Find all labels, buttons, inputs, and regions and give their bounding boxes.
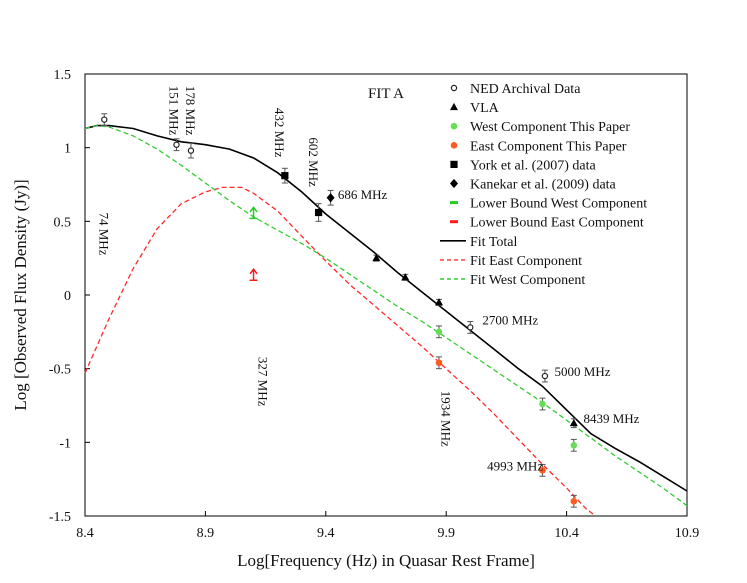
point-east-component-this-paper	[539, 467, 546, 474]
legend-symbol-vla	[450, 102, 458, 111]
legend-label: Fit West Component	[470, 273, 585, 288]
point-vla	[434, 298, 443, 306]
legend-symbol-kanekar-et-al-2009-data	[450, 178, 458, 189]
annotation-label: 432 MHz	[272, 108, 287, 158]
arrow-head	[249, 206, 258, 213]
annotation-label: 5000 MHz	[555, 364, 611, 379]
curve-fit-total	[84, 124, 688, 492]
point-ned-archival-data	[101, 116, 108, 123]
point-kanekar-et-al-2009-data	[326, 193, 335, 203]
point-ned-archival-data	[187, 147, 195, 154]
point-vla	[569, 418, 578, 427]
annotation-label: 151 MHz	[166, 86, 181, 136]
point-ned-archival-data	[541, 372, 549, 380]
point-ned-archival-data	[467, 324, 474, 331]
point-york-et-al-2007-data	[281, 172, 289, 180]
x-tick-label: 10.4	[554, 526, 579, 541]
point-vla	[372, 253, 381, 262]
annotation-label: 602 MHz	[306, 137, 321, 187]
legend-label: York et al. (2007) data	[470, 158, 597, 173]
point-ned-archival-data	[173, 141, 180, 148]
annotation-label: 686 MHz	[338, 187, 388, 202]
legend-symbol-york-et-al-2007-data	[450, 160, 458, 168]
x-axis-title: Log[Frequency (Hz) in Quasar Rest Frame]	[237, 551, 535, 570]
x-tick-label: 10.9	[675, 526, 700, 541]
annotation-label: 74 MHz	[96, 212, 111, 255]
y-tick-label: -1	[59, 436, 71, 451]
legend-label: Lower Bound West Component	[470, 197, 647, 212]
y-tick-label: -0.5	[49, 363, 71, 378]
curve-fit-east-component	[84, 186, 596, 517]
legend-label: Lower Bound East Component	[470, 216, 644, 231]
point-lower-bound-east-component	[249, 268, 258, 282]
legend-label: NED Archival Data	[470, 82, 581, 97]
point-east-component-this-paper	[570, 497, 578, 505]
legend-label: Kanekar et al. (2009) data	[470, 178, 617, 193]
annotation-label: 178 MHz	[183, 86, 198, 136]
curve-fit-west-component	[84, 124, 688, 507]
point-west-component-this-paper	[435, 328, 443, 336]
legend-label: West Component This Paper	[470, 120, 630, 135]
point-vla	[401, 273, 410, 281]
point-york-et-al-2007-data	[314, 208, 323, 217]
point-lower-bound-west-component	[249, 206, 258, 220]
annotation-label: 4993 MHz	[487, 458, 543, 473]
legend-label: VLA	[470, 101, 500, 116]
x-tick-label: 8.9	[197, 526, 215, 541]
annotation-label: 327 MHz	[255, 357, 270, 407]
legend-symbol-ned-archival-data	[450, 84, 458, 92]
y-tick-label: 1	[64, 142, 71, 157]
x-tick-label: 9.4	[317, 526, 335, 541]
legend-symbol-west-component-this-paper	[450, 122, 458, 130]
y-tick-label: 0.5	[54, 215, 72, 230]
chart-title: FIT A	[368, 86, 404, 102]
arrow-head	[249, 268, 258, 275]
legend-label: Fit East Component	[470, 254, 582, 269]
y-axis-title: Log [Observed Flux Density (Jy)]	[11, 179, 30, 410]
annotation-label: 8439 MHz	[583, 411, 639, 426]
legend-label: East Component This Paper	[470, 139, 627, 154]
legend-symbol-east-component-this-paper	[450, 142, 458, 149]
x-tick-label: 9.9	[437, 526, 455, 541]
x-tick-label: 8.4	[76, 526, 94, 541]
y-tick-label: 0	[64, 289, 71, 304]
y-tick-label: -1.5	[49, 510, 71, 525]
annotation-label: 1934 MHz	[438, 391, 453, 447]
point-east-component-this-paper	[435, 359, 443, 367]
point-west-component-this-paper	[539, 400, 546, 408]
point-west-component-this-paper	[570, 441, 578, 449]
legend-label: Fit Total	[470, 235, 517, 250]
y-tick-label: 1.5	[54, 68, 72, 83]
annotation-label: 2700 MHz	[482, 312, 538, 327]
